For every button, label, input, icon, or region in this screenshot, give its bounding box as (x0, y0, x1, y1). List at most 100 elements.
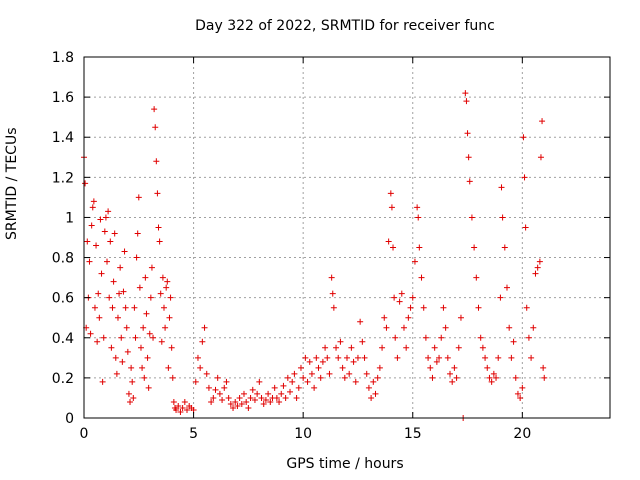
data-point (289, 378, 296, 385)
data-point (254, 390, 261, 397)
data-point (304, 378, 311, 385)
y-tick-label: 1.6 (52, 90, 74, 106)
data-point (265, 390, 272, 397)
data-point (273, 394, 280, 401)
data-point (532, 270, 539, 277)
data-point (379, 344, 386, 351)
data-point (344, 354, 350, 361)
data-point (427, 364, 434, 371)
data-point (143, 310, 150, 317)
data-point (357, 318, 364, 325)
data-point (162, 324, 169, 331)
data-point (425, 354, 432, 361)
data-point (486, 374, 493, 381)
data-point (287, 388, 294, 395)
data-point (431, 344, 438, 351)
data-point (127, 398, 134, 405)
data-point (134, 230, 141, 237)
data-point (159, 274, 166, 281)
y-tick-label: 1.2 (52, 170, 74, 186)
data-point (145, 384, 152, 391)
data-point (216, 390, 223, 397)
x-tick-label: 5 (189, 426, 198, 442)
data-point (512, 374, 519, 381)
data-point (163, 284, 170, 291)
data-point (300, 374, 307, 381)
data-point (466, 178, 473, 185)
data-point (499, 214, 506, 221)
data-point (205, 384, 212, 391)
data-point (101, 228, 108, 235)
points-layer (81, 90, 548, 421)
data-point (319, 358, 326, 365)
data-point (245, 404, 252, 411)
data-point (133, 254, 140, 261)
y-tick-label: 1 (65, 210, 74, 226)
data-point (539, 118, 546, 125)
data-point (157, 290, 164, 297)
data-point (251, 396, 258, 403)
data-point (433, 358, 440, 365)
data-point (315, 364, 322, 371)
data-point (230, 404, 237, 411)
data-point (165, 364, 172, 371)
data-point (95, 290, 102, 297)
ticks-layer: 0 5 10 15 20 0 0.2 0.4 0.6 0.8 1 1.2 1.4 1.6 1.8 (52, 50, 610, 442)
x-tick-label: 0 (80, 426, 89, 442)
data-point (173, 406, 180, 413)
data-point (490, 370, 497, 377)
data-point (381, 314, 388, 321)
data-point (477, 334, 484, 341)
data-point (129, 378, 136, 385)
data-point (258, 394, 265, 401)
data-point (479, 344, 486, 351)
data-point (365, 384, 372, 391)
data-point (234, 402, 241, 409)
data-point (525, 334, 532, 341)
data-point (348, 344, 355, 351)
data-point (372, 390, 379, 397)
data-point (415, 214, 422, 221)
data-point (391, 294, 398, 301)
data-point (111, 230, 118, 237)
data-point (98, 270, 105, 277)
data-point (322, 344, 329, 351)
grid-layer (84, 57, 610, 418)
data-point (522, 224, 529, 231)
data-point (392, 334, 399, 341)
data-point (99, 378, 106, 385)
data-point (132, 334, 139, 341)
data-point (376, 364, 383, 371)
data-point (104, 258, 111, 265)
data-point (354, 354, 361, 361)
data-point (451, 364, 458, 371)
data-point (123, 324, 130, 331)
data-point (463, 98, 470, 105)
data-point (89, 204, 96, 211)
data-point (280, 382, 287, 389)
data-point (429, 374, 436, 381)
data-point (534, 264, 541, 271)
data-point (475, 304, 482, 311)
data-point (449, 378, 456, 385)
data-point (436, 354, 443, 361)
data-point (495, 354, 502, 361)
data-point (414, 204, 421, 211)
data-point (128, 364, 135, 371)
data-point (166, 314, 173, 321)
data-point (192, 378, 199, 385)
data-point (152, 124, 159, 131)
data-point (350, 358, 357, 365)
data-point (256, 378, 263, 385)
data-point (359, 338, 366, 345)
data-point (203, 370, 210, 377)
data-point (197, 364, 204, 371)
data-point (131, 304, 138, 311)
y-tick-label: 0.8 (52, 251, 74, 267)
data-point (142, 274, 149, 281)
data-point (385, 238, 392, 245)
data-point (521, 174, 528, 181)
data-point (530, 324, 537, 331)
data-point (471, 244, 478, 251)
data-point (106, 294, 113, 301)
